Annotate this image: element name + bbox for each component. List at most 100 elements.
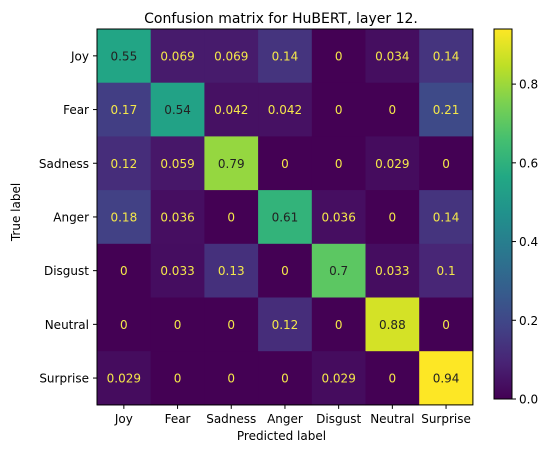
cell-value-label: 0 — [120, 318, 128, 332]
matrix-cell — [258, 82, 313, 137]
cell-value-label: 0 — [174, 318, 182, 332]
cell-value-label: 0 — [442, 318, 450, 332]
matrix-cell — [311, 190, 366, 245]
cell-value-label: 0 — [281, 264, 289, 278]
cell-value-label: 0.1 — [437, 264, 456, 278]
cell-value-label: 0 — [174, 372, 182, 386]
matrix-cell — [97, 136, 152, 191]
cell-value-label: 0.059 — [160, 157, 194, 171]
cell-value-label: 0.55 — [110, 49, 137, 63]
cell-value-label: 0.18 — [110, 210, 137, 224]
matrix-cell — [97, 29, 152, 84]
cell-value-label: 0.029 — [321, 372, 355, 386]
cell-value-label: 0.94 — [433, 372, 460, 386]
cell-value-label: 0 — [389, 372, 397, 386]
cell-value-label: 0.036 — [160, 210, 194, 224]
matrix-cell — [311, 29, 366, 84]
cell-value-label: 0.069 — [160, 49, 194, 63]
matrix-cell — [204, 29, 259, 84]
matrix-cell — [97, 190, 152, 245]
y-axis-ticks: Joy Fear Sadness Anger Disgust Neutral Surpris… — [39, 49, 97, 386]
matrix-cell — [311, 82, 366, 137]
cell-value-label: 0 — [281, 372, 289, 386]
y-tick-label: Sadness — [39, 157, 89, 171]
matrix-cell — [419, 82, 474, 137]
chart-title: Confusion matrix for HuBERT, layer 12. — [144, 11, 418, 27]
cell-value-label: 0.029 — [375, 157, 409, 171]
cell-value-label: 0.033 — [160, 264, 194, 278]
y-tick-label: Fear — [63, 103, 89, 117]
cell-value-label: 0.033 — [375, 264, 409, 278]
cell-value-label: 0 — [442, 157, 450, 171]
matrix-cell — [97, 243, 152, 298]
x-tick-label: Joy — [114, 412, 133, 426]
cell-value-label: 0.069 — [214, 49, 248, 63]
cell-value-label: 0 — [335, 49, 343, 63]
colorbar-gradient — [493, 28, 513, 400]
cell-value-label: 0 — [389, 103, 397, 117]
matrix-cell — [419, 29, 474, 84]
x-tick-label: Sadness — [206, 412, 256, 426]
matrix-cell — [419, 136, 474, 191]
matrix-cell — [311, 136, 366, 191]
colorbar-tick-label: 0.4 — [519, 235, 538, 249]
cell-value-label: 0.61 — [272, 210, 299, 224]
y-axis-label: True label — [9, 183, 23, 242]
cell-value-label: 0.14 — [433, 49, 460, 63]
x-tick-label: Surprise — [421, 412, 471, 426]
matrix-cell — [365, 297, 420, 352]
cell-value-label: 0.21 — [433, 103, 460, 117]
cell-value-label: 0.042 — [268, 103, 302, 117]
matrix-cell — [258, 243, 313, 298]
y-tick-label: Disgust — [44, 264, 89, 278]
cell-value-label: 0 — [227, 318, 235, 332]
matrix-cell — [150, 136, 205, 191]
matrix-cell — [311, 351, 366, 406]
cell-value-label: 0 — [335, 103, 343, 117]
cell-value-label: 0.17 — [110, 103, 137, 117]
matrix-cell — [150, 297, 205, 352]
matrix-cell — [365, 29, 420, 84]
matrix-cell — [311, 297, 366, 352]
cell-value-label: 0.034 — [375, 49, 409, 63]
matrix-cell — [204, 190, 259, 245]
matrix-cell — [150, 82, 205, 137]
matrix-cell — [365, 136, 420, 191]
y-tick-label: Joy — [70, 49, 89, 63]
cell-value-label: 0.7 — [329, 264, 348, 278]
colorbar-tick-label: 0.8 — [519, 78, 538, 92]
cell-value-label: 0 — [120, 264, 128, 278]
matrix-cell — [258, 29, 313, 84]
matrix-cell — [419, 243, 474, 298]
cell-value-label: 0 — [335, 318, 343, 332]
cell-value-label: 0 — [281, 157, 289, 171]
cell-value-label: 0.54 — [164, 103, 191, 117]
x-tick-label: Fear — [165, 412, 191, 426]
matrix-cell — [97, 82, 152, 137]
matrix-cell — [419, 190, 474, 245]
x-tick-label: Disgust — [316, 412, 361, 426]
colorbar-tick-label: 0.0 — [519, 393, 538, 407]
y-tick-label: Anger — [53, 210, 89, 224]
matrix-cell — [258, 136, 313, 191]
matrix-cell — [419, 297, 474, 352]
matrix-cell — [311, 243, 366, 298]
x-tick-label: Neutral — [370, 412, 414, 426]
matrix-cell — [204, 136, 259, 191]
colorbar-tick-label: 0.6 — [519, 156, 538, 170]
matrix-cell — [204, 82, 259, 137]
matrix-cell — [365, 82, 420, 137]
cell-value-label: 0.13 — [218, 264, 245, 278]
y-tick-label: Surprise — [39, 372, 89, 386]
matrix-cell — [150, 190, 205, 245]
colorbar: 0.0 0.2 0.4 0.6 0.8 — [493, 28, 538, 407]
colorbar-tick-label: 0.2 — [519, 314, 538, 328]
matrix-cell — [258, 297, 313, 352]
cell-value-label: 0.79 — [218, 157, 245, 171]
cell-value-label: 0.88 — [379, 318, 406, 332]
matrix-cell — [150, 243, 205, 298]
cell-value-label: 0.12 — [110, 157, 137, 171]
cell-value-label: 0.14 — [433, 210, 460, 224]
matrix-cell — [365, 190, 420, 245]
